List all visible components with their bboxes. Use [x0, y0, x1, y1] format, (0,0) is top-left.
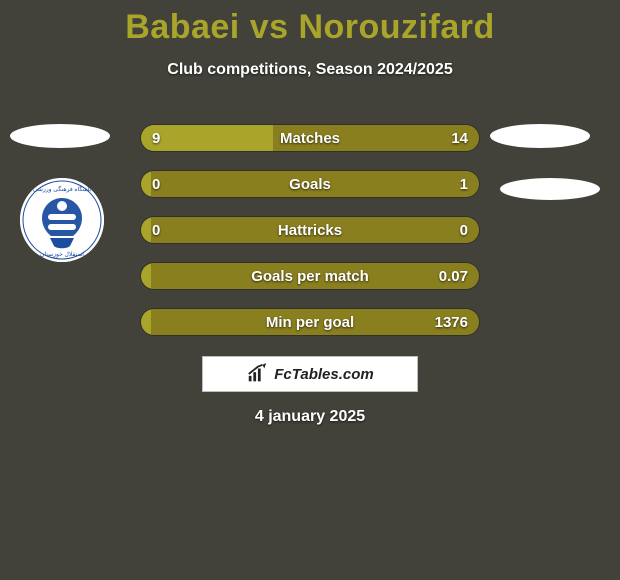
- stat-right-value: 0: [460, 216, 468, 244]
- stat-row: Goals 0 1: [140, 170, 480, 198]
- page-subtitle: Club competitions, Season 2024/2025: [0, 61, 620, 79]
- stat-label: Goals per match: [251, 262, 369, 290]
- comparison-bars: Matches 9 14 Goals 0 1 Hattricks 0 0 Goals per ma…: [140, 124, 480, 354]
- stat-right-value: 1376: [435, 308, 468, 336]
- page-date: 4 january 2025: [0, 408, 620, 426]
- stat-bar-left: [141, 309, 151, 335]
- svg-text:استقلال خوزستان: استقلال خوزستان: [40, 251, 84, 258]
- stat-left-value: 0: [152, 216, 160, 244]
- stat-right-value: 14: [451, 124, 468, 152]
- stat-row: Goals per match 0.07: [140, 262, 480, 290]
- chart-icon: [246, 363, 268, 385]
- watermark[interactable]: FcTables.com: [202, 356, 418, 392]
- stat-label: Hattricks: [278, 216, 342, 244]
- stat-bar-left: [141, 217, 151, 243]
- stat-left-value: 0: [152, 170, 160, 198]
- watermark-text: FcTables.com: [274, 366, 373, 383]
- club-badge-icon: باشگاه فرهنگی ورزشی استقلال خوزستان: [20, 178, 104, 262]
- stat-right-value: 0.07: [439, 262, 468, 290]
- club-left-logo: باشگاه فرهنگی ورزشی استقلال خوزستان: [20, 178, 104, 262]
- stat-row: Matches 9 14: [140, 124, 480, 152]
- player-left-avatar-placeholder: [10, 124, 110, 148]
- club-right-avatar-placeholder: [500, 178, 600, 200]
- stat-label: Goals: [289, 170, 331, 198]
- page-title: Babaei vs Norouzifard: [0, 0, 620, 47]
- stat-bar-left: [141, 125, 273, 151]
- stat-row: Min per goal 1376: [140, 308, 480, 336]
- stat-label: Matches: [280, 124, 340, 152]
- stat-row: Hattricks 0 0: [140, 216, 480, 244]
- stat-right-value: 1: [460, 170, 468, 198]
- svg-text:باشگاه فرهنگی ورزشی: باشگاه فرهنگی ورزشی: [33, 185, 92, 193]
- stat-left-value: 9: [152, 124, 160, 152]
- stat-bar-left: [141, 171, 151, 197]
- player-right-avatar-placeholder: [490, 124, 590, 148]
- stat-label: Min per goal: [266, 308, 354, 336]
- stat-bar-left: [141, 263, 151, 289]
